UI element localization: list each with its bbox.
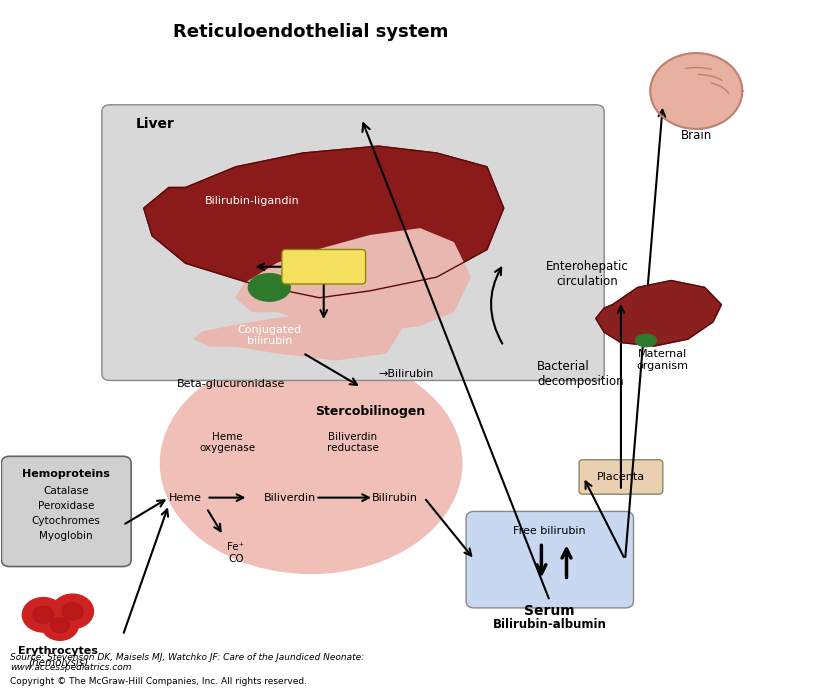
Text: Bilirubin-albumin: Bilirubin-albumin — [493, 618, 606, 631]
Text: Placenta: Placenta — [597, 472, 645, 482]
Circle shape — [650, 53, 743, 129]
Text: (hemolysis): (hemolysis) — [29, 658, 88, 668]
Text: Beta-glucuronidase: Beta-glucuronidase — [177, 379, 286, 389]
FancyBboxPatch shape — [102, 104, 604, 381]
Polygon shape — [144, 146, 504, 298]
Text: Heme: Heme — [169, 493, 202, 502]
Circle shape — [62, 603, 83, 620]
Circle shape — [51, 594, 93, 628]
Text: UDPGT: UDPGT — [305, 262, 343, 272]
FancyBboxPatch shape — [579, 459, 663, 494]
Text: Stercobilinogen: Stercobilinogen — [315, 405, 425, 418]
Circle shape — [41, 610, 78, 640]
Text: Copyright © The McGraw-Hill Companies, Inc. All rights reserved.: Copyright © The McGraw-Hill Companies, I… — [10, 677, 307, 686]
Ellipse shape — [249, 273, 291, 301]
Text: Reticuloendothelial system: Reticuloendothelial system — [174, 24, 449, 42]
Text: Bilirubin: Bilirubin — [372, 493, 417, 502]
Text: Maternal
organism: Maternal organism — [637, 349, 689, 371]
Text: Hemoproteins: Hemoproteins — [23, 468, 110, 478]
Text: Heme
oxygenase: Heme oxygenase — [199, 432, 255, 453]
FancyBboxPatch shape — [466, 511, 633, 608]
Ellipse shape — [160, 353, 462, 574]
FancyBboxPatch shape — [282, 250, 365, 284]
Text: Brain: Brain — [680, 129, 712, 143]
Text: Serum: Serum — [524, 604, 575, 619]
Text: Myoglobin: Myoglobin — [39, 531, 93, 541]
Text: Free bilirubin: Free bilirubin — [513, 526, 586, 536]
Text: Peroxidase: Peroxidase — [38, 501, 94, 511]
Text: Biliverdin
reductase: Biliverdin reductase — [327, 432, 379, 453]
Text: Source: Stevenson DK, Maisels MJ, Watchko JF: Care of the Jaundiced Neonate:
www: Source: Stevenson DK, Maisels MJ, Watchk… — [10, 653, 364, 672]
Polygon shape — [194, 311, 403, 360]
Text: Biliverdin: Biliverdin — [264, 493, 317, 502]
Text: Bacterial
decomposition: Bacterial decomposition — [538, 360, 624, 388]
Ellipse shape — [636, 334, 657, 347]
Text: Bilirubin-ligandin: Bilirubin-ligandin — [205, 197, 300, 206]
Text: Cytochromes: Cytochromes — [32, 516, 101, 526]
Text: Catalase: Catalase — [44, 486, 89, 495]
Polygon shape — [236, 229, 470, 332]
Circle shape — [50, 617, 69, 632]
Text: Enterohepatic
circulation: Enterohepatic circulation — [546, 260, 629, 288]
Text: Fe⁺
CO: Fe⁺ CO — [228, 542, 244, 563]
Text: Erythrocytes: Erythrocytes — [18, 646, 98, 656]
Circle shape — [33, 606, 54, 623]
Text: Liver: Liver — [135, 117, 174, 131]
Text: →Bilirubin: →Bilirubin — [378, 369, 433, 379]
Circle shape — [23, 598, 64, 632]
FancyBboxPatch shape — [2, 456, 131, 567]
Polygon shape — [596, 280, 722, 346]
Text: Conjugated
bilirubin: Conjugated bilirubin — [237, 325, 302, 347]
